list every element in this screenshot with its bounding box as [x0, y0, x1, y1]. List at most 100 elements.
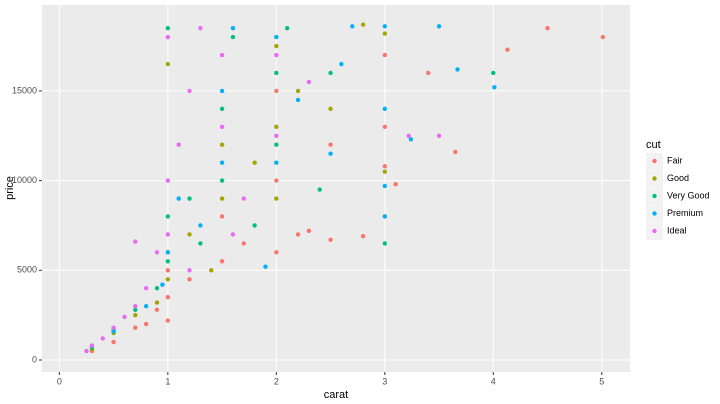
point	[133, 312, 138, 318]
point	[154, 250, 160, 255]
point	[491, 70, 496, 76]
point	[219, 196, 225, 201]
point	[165, 268, 171, 273]
point	[89, 343, 95, 348]
x-tick-label: 0	[57, 376, 62, 386]
point	[328, 70, 333, 76]
point	[219, 52, 225, 58]
point	[209, 268, 214, 273]
point	[187, 232, 192, 237]
point	[505, 47, 510, 52]
point	[350, 24, 355, 29]
point	[317, 187, 322, 192]
point	[241, 241, 246, 246]
point	[133, 239, 138, 244]
legend-marker	[652, 193, 657, 199]
point	[160, 282, 165, 287]
point	[187, 88, 192, 94]
point	[165, 295, 171, 300]
point	[328, 151, 333, 156]
point	[252, 223, 257, 228]
x-tick-label: 1	[165, 376, 170, 386]
point	[382, 241, 388, 246]
point	[382, 214, 388, 219]
point	[328, 142, 333, 147]
point	[274, 124, 279, 129]
point	[274, 88, 279, 94]
y-tick-label: 15000	[12, 85, 37, 95]
legend-label: Good	[667, 173, 689, 183]
y-axis-title: price	[4, 176, 16, 200]
point	[382, 31, 388, 36]
point	[230, 25, 236, 31]
point	[382, 106, 388, 112]
point	[219, 214, 225, 219]
point	[198, 223, 203, 228]
point	[219, 160, 225, 165]
point	[252, 160, 257, 165]
point	[219, 259, 225, 264]
legend-label: Very Good	[667, 190, 710, 200]
point	[545, 25, 550, 31]
point	[274, 52, 279, 58]
point	[198, 25, 203, 31]
point	[219, 124, 225, 129]
point	[111, 339, 116, 345]
point	[382, 164, 388, 169]
point	[219, 106, 225, 112]
legend-marker	[652, 211, 657, 216]
point	[187, 196, 192, 201]
point	[165, 250, 171, 255]
legend-marker	[652, 228, 657, 234]
point	[100, 336, 105, 341]
point	[176, 142, 181, 147]
point	[295, 88, 301, 94]
point	[295, 232, 301, 237]
point	[133, 325, 138, 330]
point	[382, 52, 388, 58]
point	[455, 67, 460, 72]
legend-title: cut	[646, 139, 661, 151]
point	[219, 178, 225, 183]
point	[122, 314, 127, 320]
point	[492, 85, 497, 90]
point	[274, 196, 279, 201]
point	[306, 79, 312, 85]
point	[143, 321, 149, 327]
point	[382, 24, 388, 29]
point	[436, 24, 442, 29]
point	[274, 70, 279, 76]
x-tick-label: 2	[274, 376, 279, 386]
point	[453, 149, 458, 155]
point	[274, 43, 279, 49]
point	[219, 142, 225, 147]
point	[219, 88, 225, 94]
point	[600, 34, 606, 40]
point	[111, 329, 116, 334]
point	[426, 70, 431, 76]
point	[328, 237, 333, 243]
legend-marker	[652, 176, 657, 181]
point	[393, 181, 398, 187]
point	[84, 348, 89, 354]
legend-label: Premium	[667, 208, 703, 218]
point	[230, 232, 236, 237]
point	[187, 277, 192, 282]
point	[328, 106, 333, 112]
point	[154, 307, 160, 312]
point	[165, 34, 171, 40]
panel	[42, 5, 630, 372]
point	[176, 196, 181, 201]
point	[263, 264, 268, 269]
point	[284, 25, 290, 31]
point	[295, 97, 301, 103]
point	[165, 25, 171, 31]
point	[382, 169, 388, 174]
point	[436, 133, 442, 138]
point	[165, 318, 171, 323]
point	[165, 259, 171, 264]
point	[274, 142, 279, 147]
legend-label: Ideal	[667, 225, 687, 235]
point	[143, 286, 149, 291]
